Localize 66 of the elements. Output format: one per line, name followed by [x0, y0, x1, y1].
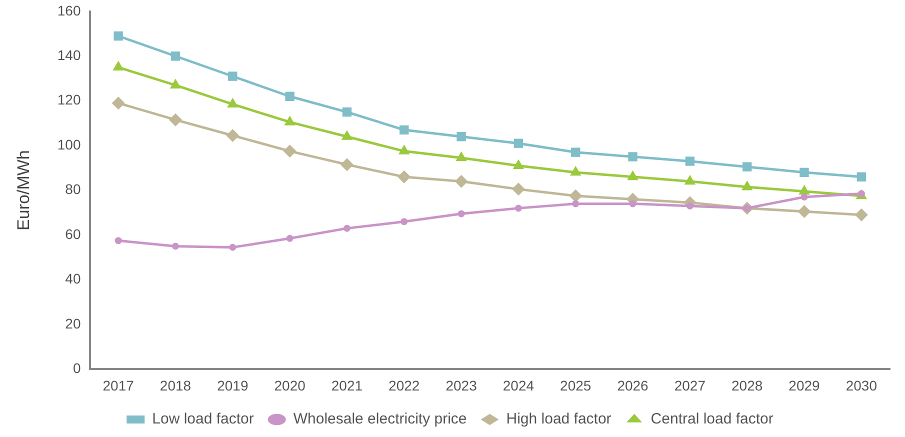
x-tick-label: 2020: [274, 377, 306, 394]
legend-label: Central load factor: [650, 410, 774, 428]
y-tick-label: 120: [57, 92, 81, 108]
y-tick-label: 100: [57, 136, 81, 152]
point: [514, 138, 524, 148]
x-tick-label: 2024: [502, 377, 534, 394]
x-tick-label: 2022: [388, 377, 420, 394]
x-tick-label: 2021: [331, 377, 363, 394]
y-tick-label: 60: [65, 226, 81, 242]
point: [286, 234, 294, 242]
point: [458, 210, 465, 218]
point: [686, 202, 694, 210]
point: [742, 162, 752, 172]
point: [114, 31, 123, 41]
x-tick-label: 2029: [788, 377, 820, 394]
x-tick-label: 2025: [560, 377, 592, 394]
point: [340, 158, 354, 172]
x-tick-label: 2023: [446, 377, 478, 394]
point: [569, 189, 582, 202]
point: [400, 125, 409, 135]
point: [800, 168, 809, 178]
point: [800, 194, 808, 201]
point: [512, 182, 525, 196]
y-tick-label: 0: [72, 360, 81, 376]
point: [400, 218, 408, 226]
y-tick-label: 20: [65, 315, 81, 332]
x-tick-label: 2026: [617, 377, 649, 394]
legend-label: High load factor: [506, 410, 612, 428]
point: [170, 52, 180, 61]
point: [456, 132, 466, 142]
y-tick-label: 140: [57, 46, 81, 63]
point: [571, 148, 580, 157]
y-tick-label: 40: [65, 270, 81, 287]
point: [228, 72, 238, 81]
point: [342, 107, 352, 117]
point: [343, 224, 350, 232]
point: [454, 174, 468, 188]
x-tick-label: 2018: [160, 377, 192, 394]
point: [112, 96, 125, 110]
point: [226, 129, 240, 142]
legend-label: Wholesale electricity price: [293, 410, 467, 428]
point: [628, 152, 638, 162]
y-tick-label: 80: [65, 181, 81, 198]
point: [229, 244, 236, 251]
point: [285, 92, 294, 101]
point: [854, 208, 868, 222]
point: [798, 205, 811, 218]
point: [112, 60, 124, 71]
point: [114, 237, 122, 244]
point: [398, 170, 411, 184]
point: [685, 156, 695, 166]
y-axis-title: Euro/MWh: [14, 150, 33, 230]
point: [169, 113, 182, 126]
point: [629, 200, 636, 208]
x-tick-label: 2019: [217, 377, 248, 394]
point: [514, 204, 522, 212]
x-tick-label: 2028: [732, 377, 763, 394]
point: [172, 242, 179, 250]
y-tick-label: 160: [57, 2, 81, 18]
point: [856, 172, 866, 182]
x-tick-label: 2027: [674, 377, 706, 394]
point: [572, 200, 580, 208]
x-tick-label: 2030: [846, 377, 878, 394]
point: [283, 144, 296, 158]
x-tick-label: 2017: [102, 377, 134, 394]
legend-label: Low load factor: [152, 410, 254, 428]
